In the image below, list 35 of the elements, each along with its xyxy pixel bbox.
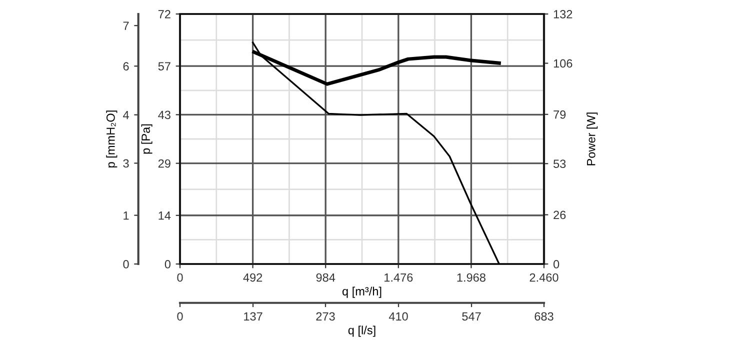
x2-tick-label: 547 [462, 312, 481, 321]
y2-tick-label: 106 [554, 59, 572, 68]
x-tick-label: 984 [316, 273, 336, 282]
y2-tick-label: 132 [554, 10, 572, 18]
x-tick-label: 492 [243, 273, 262, 282]
y-tick-label: 57 [158, 62, 170, 70]
x-tick-label: 1.968 [457, 273, 486, 282]
y3-tick-label: 4 [123, 110, 129, 120]
y2-tick-label: 79 [554, 110, 566, 119]
x2-tick-label: 137 [244, 312, 262, 321]
y3-tick-label: 0 [123, 260, 129, 268]
y3-tick-label: 7 [123, 22, 129, 30]
x2-axis-title: q [l/s] [348, 326, 376, 337]
y3-tick-label: 6 [123, 62, 129, 71]
y2-tick-label: 0 [553, 260, 560, 268]
y-tick-label: 14 [158, 212, 171, 220]
x-tick-label: 2.460 [530, 273, 558, 282]
x-tick-label: 1.476 [384, 273, 413, 282]
y2-axis-title: Power [W] [586, 112, 598, 166]
x2-tick-label: 683 [534, 312, 554, 321]
x2-tick-label: 0 [177, 312, 183, 321]
y-tick-label: 29 [158, 159, 170, 168]
y3-axis-title: p [mmH₂O] [106, 110, 118, 168]
y-tick-label: 0 [164, 260, 171, 268]
y2-tick-label: 26 [554, 210, 566, 220]
x2-tick-label: 410 [388, 312, 408, 321]
y-tick-label: 72 [158, 10, 170, 18]
y2-tick-label: 53 [554, 160, 566, 168]
x-tick-label: 0 [177, 273, 183, 282]
y3-tick-label: 3 [123, 159, 129, 168]
y-axis-title: p [Pa] [141, 124, 152, 154]
y3-tick-label: 1 [124, 211, 129, 220]
x-axis-title: q [m³/h] [342, 286, 382, 298]
x2-tick-label: 273 [316, 312, 335, 321]
y-tick-label: 43 [158, 110, 170, 120]
